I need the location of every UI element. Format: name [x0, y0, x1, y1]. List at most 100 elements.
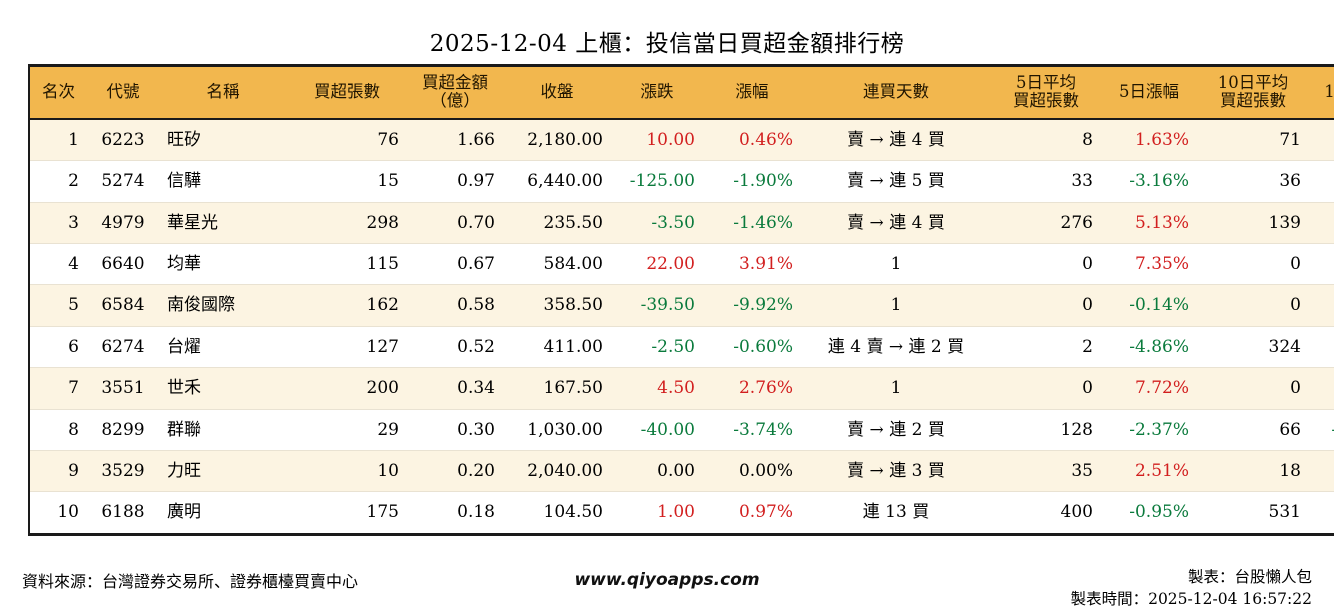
cell-streak: 1: [801, 284, 991, 327]
column-header-streak-line1: 連買天數: [863, 81, 929, 101]
cell-avg10: 18: [1197, 450, 1309, 492]
column-header-avg5: 5日平均 買超張數: [991, 65, 1101, 120]
footer-website: www.qiyoapps.com: [574, 570, 760, 590]
cell-avg5: 0: [991, 367, 1101, 410]
column-header-amount-line1: 買超金額: [422, 73, 488, 92]
cell-avg5: 33: [991, 160, 1101, 203]
column-header-pct10-line1: 10日漲幅: [1324, 81, 1334, 101]
ranking-table: 名次 代號 名稱 買超張數 買超金額 （億） 收盤 漲跌 漲幅 連買天數 5日平…: [28, 64, 1334, 536]
column-header-avg10-line2: 買超張數: [1220, 91, 1286, 111]
cell-pct5: 2.51%: [1101, 450, 1197, 492]
cell-name: 南俊國際: [159, 284, 287, 327]
column-header-name: 名稱: [159, 65, 287, 120]
cell-change: 4.50: [611, 367, 703, 410]
cell-avg5: 35: [991, 450, 1101, 492]
cell-code: 5274: [87, 160, 159, 203]
cell-pct5: 7.35%: [1101, 242, 1197, 286]
cell-close: 1,030.00: [503, 408, 611, 451]
cell-rank: 8: [29, 408, 87, 451]
cell-lots: 162: [287, 284, 407, 327]
cell-name: 世禾: [159, 367, 287, 410]
cell-pct10: 7.37%: [1309, 367, 1334, 410]
cell-pct: -1.46%: [703, 202, 801, 244]
cell-pct5: -3.16%: [1101, 160, 1197, 203]
footer-maker-block: 製表：台股懶人包 製表時間：2025-12-04 16:57:22: [1071, 566, 1312, 610]
cell-avg5: 400: [991, 491, 1101, 535]
table-row: 3 4979 華星光 298 0.70 235.50 -3.50 -1.46% 賣 → 連 4 …: [29, 202, 1334, 244]
column-header-code: 代號: [87, 65, 159, 120]
table-row: 10 6188 廣明 175 0.18 104.50 1.00 0.97% 連 13 買 400-…: [29, 491, 1334, 535]
column-header-close-line1: 收盤: [540, 81, 574, 101]
cell-change: -3.50: [611, 202, 703, 244]
header-row: 名次 代號 名稱 買超張數 買超金額 （億） 收盤 漲跌 漲幅 連買天數 5日平…: [29, 65, 1334, 120]
page-footer: 資料來源：台灣證券交易所、證券櫃檯買賣中心 www.qiyoapps.com 製…: [0, 566, 1334, 612]
cell-avg5: 8: [991, 118, 1101, 161]
cell-amount: 0.97: [407, 160, 503, 203]
cell-streak: 1: [801, 242, 991, 286]
cell-streak: 連 4 賣 → 連 2 買: [801, 325, 991, 369]
cell-rank: 10: [29, 491, 87, 535]
cell-amount: 0.52: [407, 325, 503, 369]
cell-amount: 0.34: [407, 367, 503, 410]
cell-avg10: 531: [1197, 491, 1309, 535]
cell-streak: 賣 → 連 4 買: [801, 202, 991, 244]
cell-pct: -9.92%: [703, 284, 801, 327]
cell-pct10: -1.20%: [1309, 325, 1334, 369]
cell-name: 信驊: [159, 160, 287, 203]
cell-name: 群聯: [159, 408, 287, 451]
cell-pct5: 5.13%: [1101, 202, 1197, 244]
cell-pct: 0.00%: [703, 450, 801, 492]
cell-lots: 10: [287, 450, 407, 492]
cell-amount: 0.67: [407, 242, 503, 286]
column-header-pct-line1: 漲幅: [735, 81, 769, 101]
cell-avg5: 0: [991, 284, 1101, 327]
cell-amount: 0.58: [407, 284, 503, 327]
cell-pct5: 7.72%: [1101, 367, 1197, 410]
cell-change: -125.00: [611, 160, 703, 203]
cell-rank: 9: [29, 450, 87, 492]
column-header-lots-line1: 買超張數: [314, 81, 380, 101]
cell-avg5: 128: [991, 408, 1101, 451]
ranking-table-container: 名次 代號 名稱 買超張數 買超金額 （億） 收盤 漲跌 漲幅 連買天數 5日平…: [28, 64, 1334, 536]
cell-lots: 29: [287, 408, 407, 451]
cell-code: 3551: [87, 367, 159, 410]
cell-pct10: 6.38%: [1309, 242, 1334, 286]
cell-code: 4979: [87, 202, 159, 244]
column-header-pct10: 10日漲幅: [1309, 65, 1334, 120]
table-row: 46640均華1150.67584.0022.003.91%107.35%06.…: [29, 242, 1334, 286]
column-header-close: 收盤: [503, 65, 611, 120]
cell-close: 411.00: [503, 325, 611, 369]
cell-rank: 7: [29, 367, 87, 410]
table-row: 2 5274 信驊 15 0.97 6,440.00 -125.00 -1.90% 賣 → 連 …: [29, 160, 1334, 203]
cell-rank: 4: [29, 242, 87, 286]
cell-pct5: -4.86%: [1101, 325, 1197, 369]
cell-pct: 3.91%: [703, 242, 801, 286]
cell-avg5: 276: [991, 202, 1101, 244]
cell-close: 2,180.00: [503, 118, 611, 161]
cell-name: 力旺: [159, 450, 287, 492]
cell-pct10: 14.14%: [1309, 118, 1334, 161]
cell-name: 均華: [159, 242, 287, 286]
cell-pct10: 2.96%: [1309, 491, 1334, 535]
cell-close: 104.50: [503, 491, 611, 535]
cell-name: 台燿: [159, 325, 287, 369]
cell-avg10: 139: [1197, 202, 1309, 244]
cell-amount: 0.20: [407, 450, 503, 492]
cell-close: 358.50: [503, 284, 611, 327]
column-header-change: 漲跌: [611, 65, 703, 120]
cell-rank: 1: [29, 118, 87, 161]
cell-avg10: 0: [1197, 367, 1309, 410]
cell-change: -40.00: [611, 408, 703, 451]
cell-lots: 76: [287, 118, 407, 161]
table-header: 名次 代號 名稱 買超張數 買超金額 （億） 收盤 漲跌 漲幅 連買天數 5日平…: [29, 65, 1334, 120]
cell-pct10: 1.34%: [1309, 160, 1334, 203]
cell-close: 584.00: [503, 242, 611, 286]
cell-name: 旺矽: [159, 118, 287, 161]
cell-lots: 127: [287, 325, 407, 369]
cell-lots: 298: [287, 202, 407, 244]
cell-streak: 1: [801, 367, 991, 410]
cell-code: 3529: [87, 450, 159, 492]
column-header-avg10-line1: 10日平均: [1217, 73, 1289, 92]
footer-data-source: 資料來源：台灣證券交易所、證券櫃檯買賣中心: [22, 572, 359, 591]
